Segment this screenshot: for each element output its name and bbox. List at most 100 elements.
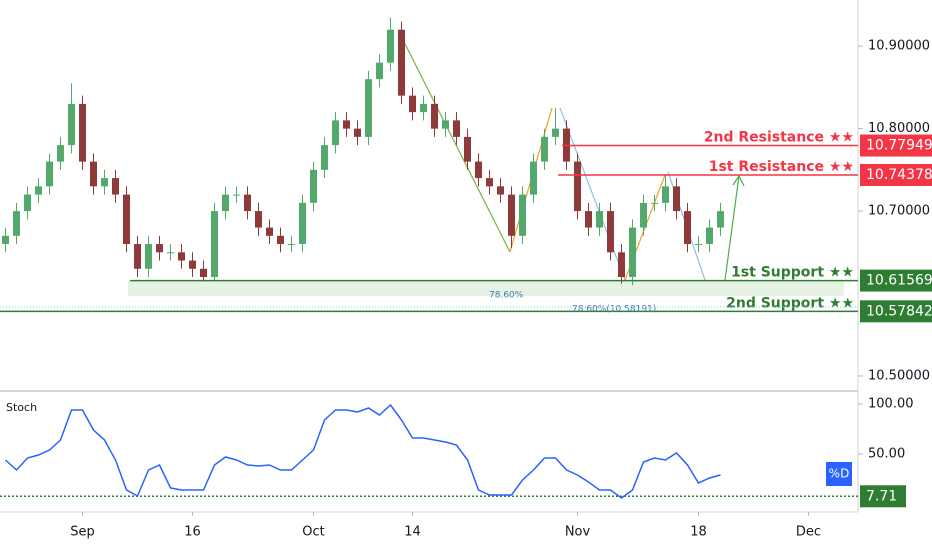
- indicator-name-box: [826, 462, 852, 486]
- candle-body: [211, 211, 218, 278]
- candle-body: [365, 79, 372, 137]
- candle-body: [167, 252, 174, 254]
- candle-body: [79, 103, 86, 162]
- candle-body: [266, 227, 273, 236]
- candle-body: [13, 211, 20, 236]
- x-tick-label: Sep: [70, 525, 95, 540]
- candle-body: [288, 244, 295, 246]
- candle-body: [321, 145, 328, 170]
- indicator-level-value: 7.71: [866, 488, 897, 504]
- pattern-leg: [397, 29, 511, 253]
- candle-body: [156, 244, 163, 253]
- y2-tick-label: 50.00: [868, 447, 905, 462]
- arrow-head: [732, 174, 745, 187]
- candle-body: [57, 145, 64, 162]
- candle-body: [574, 161, 581, 212]
- candle-body: [629, 227, 636, 278]
- level-value: 10.57842: [866, 303, 932, 319]
- candle-body: [519, 194, 526, 236]
- candle-body: [189, 260, 196, 269]
- candle-body: [123, 194, 130, 245]
- candle-body: [607, 211, 614, 253]
- candle-body: [464, 136, 471, 162]
- candle-body: [717, 211, 724, 228]
- level-value: 10.61569: [866, 273, 932, 289]
- candle-body: [222, 194, 229, 212]
- candle-body: [486, 178, 493, 187]
- indicator-name: %D: [829, 467, 850, 481]
- candle-body: [541, 136, 548, 162]
- x-tick-label: Oct: [302, 525, 324, 540]
- level-name: 2nd Support ★★: [726, 295, 854, 311]
- candle-body: [453, 120, 460, 137]
- level-name: 1st Support ★★: [731, 265, 854, 281]
- candle-body: [684, 211, 691, 245]
- candle-body: [178, 252, 185, 261]
- candle-body: [310, 169, 317, 203]
- candle-body: [618, 252, 625, 278]
- candle-body: [134, 244, 141, 269]
- candle-body: [475, 161, 482, 179]
- x-tick-label: 18: [690, 525, 707, 540]
- candle-body: [585, 211, 592, 228]
- candle-body: [442, 120, 449, 129]
- candle-body: [695, 244, 702, 246]
- candle-body: [24, 194, 31, 212]
- x-tick-label: Nov: [565, 525, 591, 540]
- candle-body: [332, 120, 339, 146]
- candle-body: [244, 194, 251, 212]
- candle-body: [640, 202, 647, 228]
- candle-body: [420, 103, 427, 113]
- candle-body: [409, 95, 416, 113]
- level-value: 10.77949: [866, 138, 932, 154]
- candle-body: [255, 211, 262, 228]
- candle-body: [343, 120, 350, 129]
- y-tick-label: 10.90000: [868, 39, 930, 54]
- candle-body: [90, 161, 97, 187]
- candle-body: [508, 194, 515, 236]
- level-name: 2nd Resistance ★★: [704, 130, 854, 146]
- candle-body: [68, 103, 75, 146]
- x-tick-label: 16: [184, 525, 201, 540]
- candle-body: [112, 178, 119, 195]
- candle-body: [530, 161, 537, 195]
- annotation: 78.60%(10.58191): [572, 305, 656, 315]
- candle-body: [35, 186, 42, 195]
- candle-body: [651, 202, 658, 204]
- candle-body: [497, 186, 504, 195]
- candle-body: [387, 29, 394, 63]
- candle-body: [299, 202, 306, 245]
- candle-body: [398, 29, 405, 96]
- candle-body: [431, 103, 438, 129]
- candle-body: [277, 235, 284, 245]
- y-tick-label: 10.50000: [868, 368, 930, 383]
- x-tick-label: Dec: [796, 525, 821, 540]
- level-box: [860, 300, 932, 323]
- stoch-line: [4, 403, 721, 499]
- x-tick-label: 14: [404, 525, 421, 540]
- candle-body: [233, 194, 240, 196]
- candle-body: [2, 235, 9, 245]
- y2-tick-label: 100.00: [868, 397, 914, 412]
- candle-body: [706, 227, 713, 245]
- indicator-level-box: [860, 485, 906, 508]
- candle-body: [354, 128, 361, 137]
- level-box: [860, 134, 932, 157]
- level-value: 10.74378: [866, 167, 932, 183]
- candle-body: [145, 244, 152, 269]
- candle-body: [552, 128, 559, 137]
- candle-body: [46, 161, 53, 187]
- candle-body: [662, 186, 669, 203]
- level-name: 1st Resistance ★★: [709, 159, 854, 175]
- candle-body: [596, 211, 603, 228]
- candle-body: [376, 62, 383, 80]
- level-box: [860, 163, 932, 186]
- candle-body: [200, 268, 207, 278]
- candle-body: [673, 186, 680, 212]
- support-zone: [128, 281, 844, 296]
- annotation: 78.60%: [489, 291, 524, 301]
- level-box: [860, 269, 932, 292]
- y-tick-label: 10.70000: [868, 204, 930, 219]
- candle-body: [101, 178, 108, 187]
